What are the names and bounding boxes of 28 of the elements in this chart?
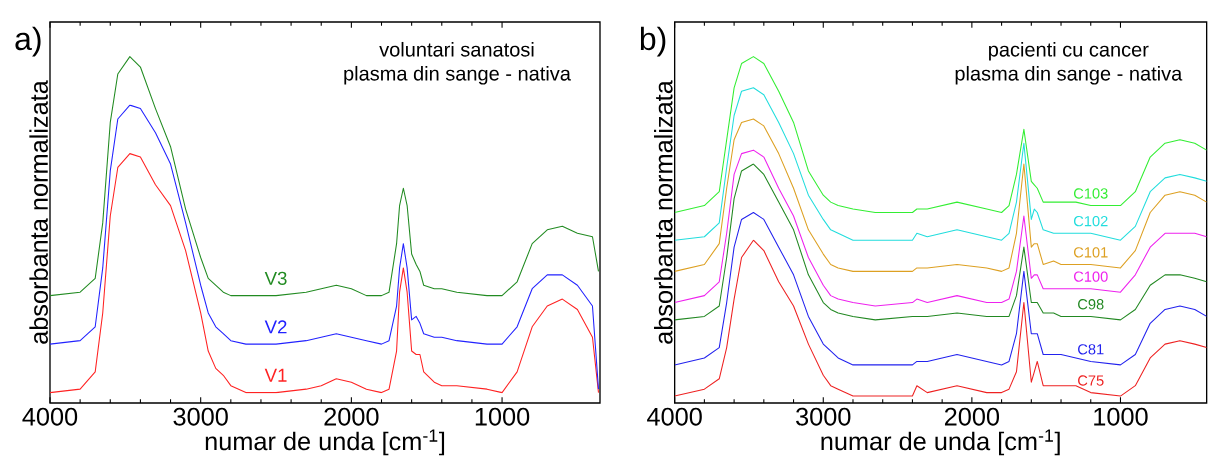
series-label: V2 xyxy=(264,320,287,334)
chart-subtitle: plasma din sange - nativa xyxy=(344,65,571,85)
series-label: V3 xyxy=(264,271,287,285)
x-axis-title: numar de unda [cm$^{-1}$] xyxy=(205,429,445,456)
series-label: C100 xyxy=(1073,271,1108,282)
series-label: C103 xyxy=(1073,188,1108,199)
chart-title: pacienti cu cancer xyxy=(989,41,1149,61)
x-axis-title: numar de unda [cm$^{-1}$] xyxy=(821,429,1060,456)
text: b) xyxy=(640,26,666,57)
x-tick-label: 2000 xyxy=(324,407,379,426)
series-label: C75 xyxy=(1078,375,1104,386)
series-label: V1 xyxy=(264,368,287,382)
y-axis-title: absorbanta normalizata xyxy=(654,80,673,344)
series-label: C98 xyxy=(1078,299,1104,310)
y-axis-title: absorbanta normalizata xyxy=(29,80,48,344)
x-tick-label: 2000 xyxy=(944,407,1000,426)
series-label: C101 xyxy=(1073,247,1108,258)
x-tick-label: 1000 xyxy=(1094,407,1148,426)
chart-title: voluntari sanatosi xyxy=(379,41,534,57)
x-tick-label: 4000 xyxy=(647,407,702,426)
chart-subtitle: plasma din sange - nativa xyxy=(955,65,1183,85)
x-tick-label: 3000 xyxy=(173,407,228,426)
x-tick-label: 4000 xyxy=(22,407,78,426)
series-label: C102 xyxy=(1073,215,1108,227)
x-tick-label: 3000 xyxy=(796,407,851,426)
text: a) xyxy=(15,26,41,57)
series-label: C81 xyxy=(1078,344,1104,355)
x-tick-label: 1000 xyxy=(475,407,530,426)
